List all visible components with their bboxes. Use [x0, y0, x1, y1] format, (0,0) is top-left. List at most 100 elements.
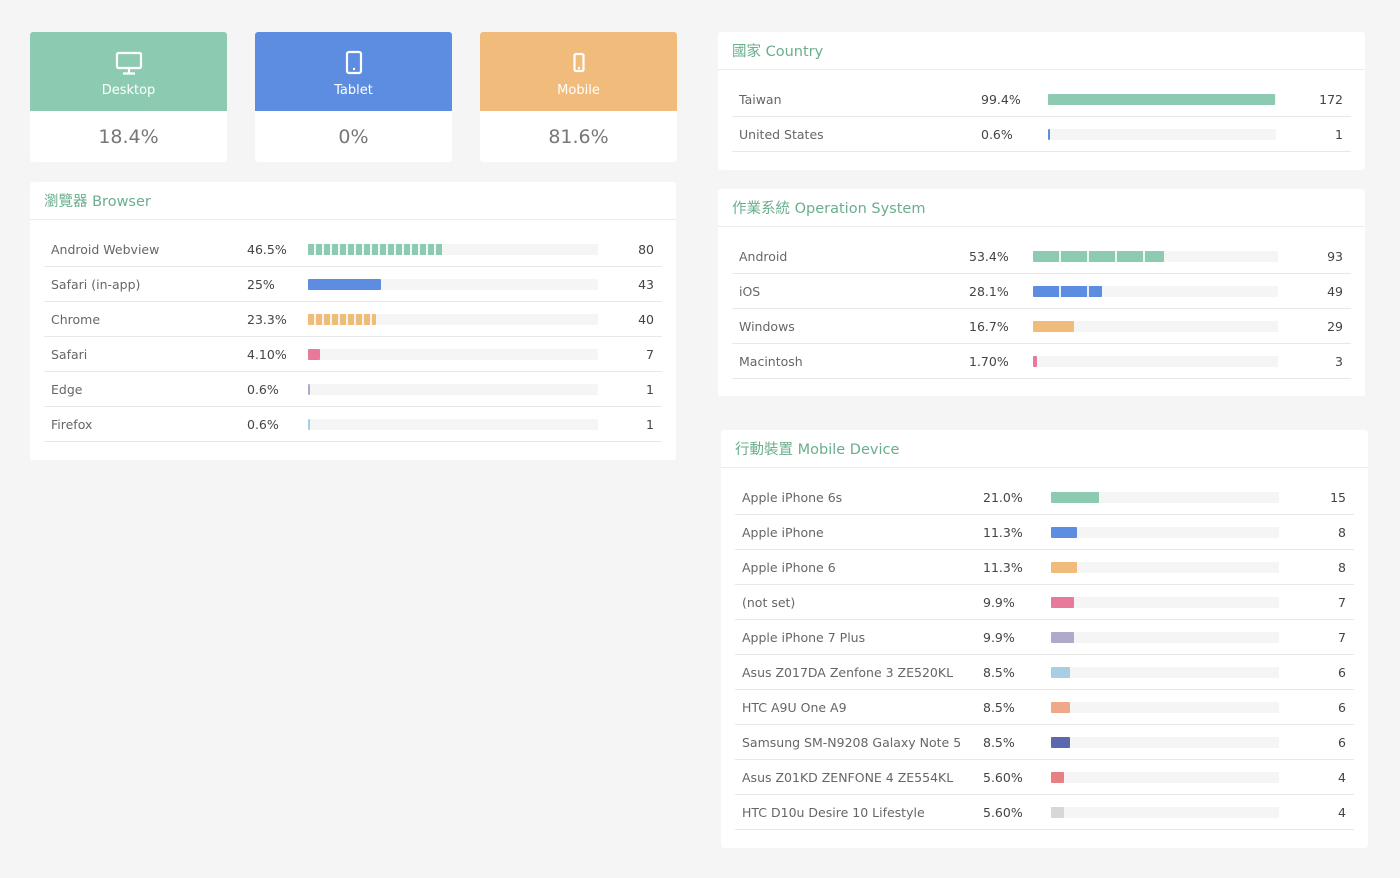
device-card-desktop: Desktop 18.4% — [30, 32, 227, 162]
table-row: HTC D10u Desire 10 Lifestyle 5.60% 4 — [735, 795, 1354, 830]
row-percentage: 11.3% — [983, 560, 1023, 575]
table-row: Firefox 0.6% 1 — [44, 407, 662, 442]
mobile-icon — [572, 52, 585, 73]
device-header-mobile: Mobile — [480, 32, 677, 111]
device-card-mobile: Mobile 81.6% — [480, 32, 677, 162]
row-label: Asus Z017DA Zenfone 3 ZE520KL — [742, 665, 954, 680]
progress-track — [1033, 321, 1278, 332]
row-count: 172 — [1319, 92, 1343, 107]
row-percentage: 0.6% — [247, 382, 279, 397]
progress-track — [1051, 667, 1279, 678]
device-value: 81.6% — [548, 125, 609, 148]
mobile-device-panel: 行動裝置 Mobile Device Apple iPhone 6s 21.0% 1… — [721, 430, 1368, 848]
row-percentage: 8.5% — [983, 735, 1015, 750]
table-row: (not set) 9.9% 7 — [735, 585, 1354, 620]
row-count: 1 — [646, 382, 654, 397]
row-count: 7 — [646, 347, 654, 362]
row-percentage: 11.3% — [983, 525, 1023, 540]
row-count: 80 — [638, 242, 654, 257]
monitor-icon — [115, 51, 142, 75]
progress-track — [308, 279, 598, 290]
table-row: Windows 16.7% 29 — [732, 309, 1351, 344]
device-value: 18.4% — [98, 125, 159, 148]
progress-track — [1033, 251, 1278, 262]
os-panel: 作業系統 Operation System Android 53.4% 93 iOS 2… — [718, 189, 1365, 396]
row-count: 43 — [638, 277, 654, 292]
row-label: HTC D10u Desire 10 Lifestyle — [742, 805, 925, 820]
table-row: Asus Z01KD ZENFONE 4 ZE554KL 5.60% 4 — [735, 760, 1354, 795]
row-count: 4 — [1338, 770, 1346, 785]
row-label: Windows — [739, 319, 795, 334]
device-header-tablet: Tablet — [255, 32, 452, 111]
progress-bar-fill — [1051, 807, 1064, 818]
row-count: 3 — [1335, 354, 1343, 369]
row-percentage: 46.5% — [247, 242, 287, 257]
panel-title: 作業系統 Operation System — [718, 189, 1365, 227]
progress-bar-fill — [1033, 286, 1102, 297]
table-row: Chrome 23.3% 40 — [44, 302, 662, 337]
progress-bar-fill — [1033, 321, 1074, 332]
row-count: 1 — [646, 417, 654, 432]
row-count: 8 — [1338, 560, 1346, 575]
row-percentage: 5.60% — [983, 805, 1023, 820]
row-count: 7 — [1338, 595, 1346, 610]
row-percentage: 99.4% — [981, 92, 1021, 107]
row-label: Apple iPhone 6s — [742, 490, 843, 505]
progress-track — [1051, 562, 1279, 573]
progress-bar-fill — [1051, 667, 1071, 678]
progress-bar-fill — [1051, 772, 1064, 783]
progress-track — [1051, 492, 1279, 503]
row-label: Android Webview — [51, 242, 160, 257]
table-row: iOS 28.1% 49 — [732, 274, 1351, 309]
panel-title: 國家 Country — [718, 32, 1365, 70]
row-count: 29 — [1327, 319, 1343, 334]
progress-bar-fill — [308, 314, 376, 325]
row-percentage: 5.60% — [983, 770, 1023, 785]
country-table: Taiwan 99.4% 172 United States 0.6% 1 — [718, 70, 1365, 152]
row-percentage: 25% — [247, 277, 275, 292]
device-value: 0% — [338, 125, 369, 148]
row-count: 15 — [1330, 490, 1346, 505]
row-label: Samsung SM-N9208 Galaxy Note 5 — [742, 735, 962, 750]
progress-bar-fill — [1051, 527, 1077, 538]
table-row: Android 53.4% 93 — [732, 239, 1351, 274]
row-percentage: 53.4% — [969, 249, 1009, 264]
table-row: Safari (in-app) 25% 43 — [44, 267, 662, 302]
progress-bar-fill — [1051, 492, 1099, 503]
progress-bar-fill — [1033, 356, 1038, 367]
row-count: 6 — [1338, 735, 1346, 750]
table-row: HTC A9U One A9 8.5% 6 — [735, 690, 1354, 725]
table-row: Android Webview 46.5% 80 — [44, 232, 662, 267]
mobile-device-table: Apple iPhone 6s 21.0% 15 Apple iPhone 11.3% 8… — [721, 468, 1368, 830]
table-row: United States 0.6% 1 — [732, 117, 1351, 152]
row-count: 93 — [1327, 249, 1343, 264]
progress-bar-fill — [1051, 702, 1071, 713]
row-percentage: 8.5% — [983, 665, 1015, 680]
os-table: Android 53.4% 93 iOS 28.1% 49 Windows 16.7% 29 Ma… — [718, 227, 1365, 379]
device-header-desktop: Desktop — [30, 32, 227, 111]
row-count: 49 — [1327, 284, 1343, 299]
device-label: Desktop — [101, 83, 156, 98]
progress-track — [1051, 527, 1279, 538]
progress-bar-fill — [1033, 251, 1164, 262]
table-row: Asus Z017DA Zenfone 3 ZE520KL 8.5% 6 — [735, 655, 1354, 690]
progress-track — [1048, 94, 1276, 105]
row-label: Edge — [51, 382, 83, 397]
browser-table: Android Webview 46.5% 80 Safari (in-app) 25%… — [30, 220, 676, 442]
row-label: Apple iPhone 7 Plus — [742, 630, 866, 645]
progress-bar-fill — [1048, 94, 1275, 105]
progress-track — [1048, 129, 1276, 140]
table-row: Macintosh 1.70% 3 — [732, 344, 1351, 379]
row-count: 6 — [1338, 700, 1346, 715]
table-row: Taiwan 99.4% 172 — [732, 82, 1351, 117]
table-row: Apple iPhone 11.3% 8 — [735, 515, 1354, 550]
device-card-tablet: Tablet 0% — [255, 32, 452, 162]
row-percentage: 9.9% — [983, 630, 1015, 645]
table-row: Apple iPhone 6 11.3% 8 — [735, 550, 1354, 585]
row-percentage: 23.3% — [247, 312, 287, 327]
progress-bar-fill — [1048, 129, 1050, 140]
row-label: Asus Z01KD ZENFONE 4 ZE554KL — [742, 770, 954, 785]
row-percentage: 16.7% — [969, 319, 1009, 334]
progress-bar-fill — [1051, 562, 1077, 573]
row-label: Android — [739, 249, 788, 264]
